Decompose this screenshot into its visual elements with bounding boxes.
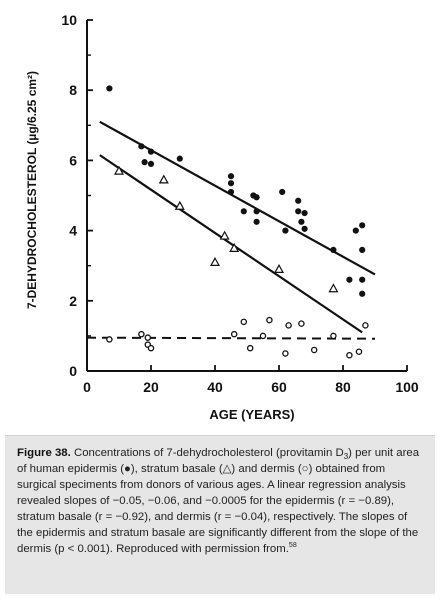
epidermis-point [282,227,289,234]
x-tick-label: 60 [271,379,287,395]
epidermis-point [346,276,353,283]
figure-caption: Figure 38. Concentrations of 7-dehydroch… [5,435,435,594]
x-axis-label: AGE (YEARS) [209,407,294,422]
epidermis-point [141,159,148,166]
epidermis-point [295,208,302,215]
caption-reference: 58 [288,542,297,549]
scatter-chart: 0 20 40 60 80 100 0 2 4 6 8 10 AGE (YEARS) 7-DEHYDR… [25,12,419,422]
epidermis-point [359,290,366,297]
dermis-point [138,330,145,338]
stratum-basale-point [229,242,240,252]
dermis-point [285,322,292,329]
epidermis-point [240,208,247,215]
x-tick-label: 20 [143,379,159,395]
epidermis-point [227,173,235,180]
stratum-basale-point [273,263,285,274]
epidermis-point [359,276,366,283]
epidermis-point [330,246,337,254]
caption-label: Figure 38. [17,447,71,459]
epidermis-point [227,180,235,187]
epidermis-point [147,160,155,168]
tick-labels: 0 20 40 60 80 100 0 2 4 6 8 10 [61,12,418,395]
epidermis-point [253,208,260,215]
dermis-point [355,348,363,355]
x-tick-label: 40 [207,379,223,395]
epidermis-point [295,197,302,204]
y-tick-label: 6 [69,152,77,168]
dermis-point [246,344,254,352]
epidermis-point [301,209,308,217]
data-points [106,85,369,359]
epidermis-point [138,143,145,150]
dermis-point [230,330,238,338]
dermis-point [106,336,113,343]
dermis-point [282,350,289,357]
y-axis-label: 7-DEHYDROCHOLESTEROL (µg/6.25 cm²) [25,71,39,309]
dermis-point [330,332,337,340]
epidermis-point [301,225,308,232]
y-tick-label: 4 [69,223,77,239]
y-tick-label: 10 [61,12,77,28]
regression-lines [86,120,376,340]
regression-line-2 [99,154,363,334]
dermis-point [266,316,273,324]
regression-line-3 [86,336,376,340]
y-tick-label: 2 [69,293,77,309]
dermis-point [298,320,305,327]
stratum-basale-point [328,283,339,293]
epidermis-point [227,188,235,196]
epidermis-point [279,188,286,196]
dermis-point [362,322,369,329]
epidermis-point [253,194,260,201]
epidermis-point [253,218,260,225]
stratum-basale-point [219,230,230,240]
caption-text: Figure 38. Concentrations of 7-dehydroch… [17,447,420,555]
dermis-point [310,346,318,354]
dermis-point [240,318,248,326]
x-tick-label: 0 [83,379,91,395]
epidermis-point [176,155,183,162]
epidermis-point [359,246,366,254]
stratum-basale-point [174,200,185,210]
chart-axes [86,19,408,372]
epidermis-point [106,85,113,92]
regression-line-1 [99,120,376,276]
x-tick-label: 100 [395,379,419,395]
dermis-point [259,332,267,340]
x-tick-label: 80 [335,379,351,395]
stratum-basale-point [113,165,125,175]
dermis-point [144,334,152,341]
epidermis-point [352,227,359,234]
dermis-point [147,344,155,352]
dermis-point [346,351,353,359]
epidermis-point [359,222,366,229]
y-tick-label: 8 [69,82,77,98]
epidermis-point [298,218,305,225]
caption-subscript: 3 [343,452,349,461]
stratum-basale-point [158,174,169,184]
epidermis-point [147,148,155,155]
stratum-basale-point [209,256,221,266]
y-tick-label: 0 [69,363,77,379]
